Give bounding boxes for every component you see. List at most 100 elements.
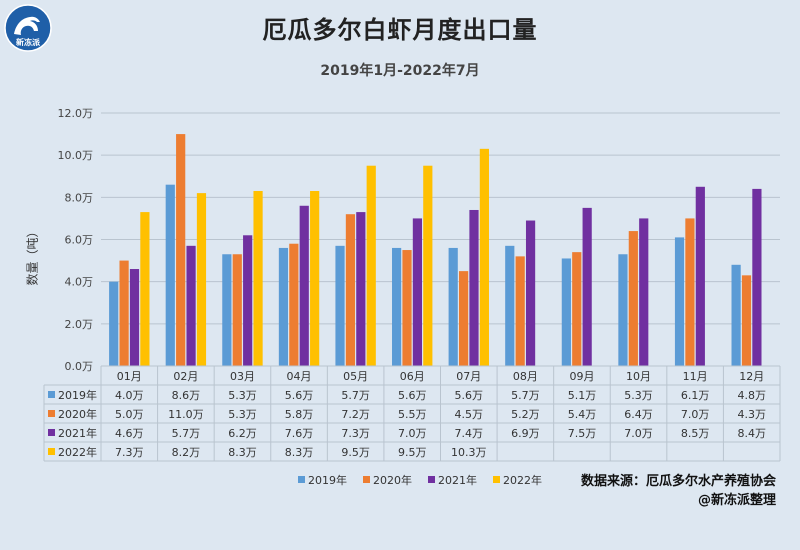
x-tick-label: 01月 — [117, 370, 142, 383]
x-tick-label: 09月 — [569, 370, 594, 383]
data-label: 7.2万 — [341, 408, 370, 421]
legend-key — [428, 476, 435, 483]
data-label: 6.1万 — [681, 389, 710, 402]
bar — [752, 188, 762, 366]
data-label: 8.2万 — [172, 446, 201, 459]
data-label: 5.4万 — [568, 408, 597, 421]
data-label: 5.7万 — [172, 427, 201, 440]
table-series-name: 2021年 — [58, 426, 97, 440]
x-tick-label: 02月 — [173, 370, 198, 383]
bar — [119, 260, 129, 366]
bar — [695, 186, 705, 366]
x-tick-label: 07月 — [456, 370, 481, 383]
data-label: 7.4万 — [455, 427, 484, 440]
y-tick-label: 8.0万 — [65, 191, 94, 204]
bar — [278, 247, 289, 366]
legend-label: 2022年 — [503, 473, 542, 487]
bar — [140, 212, 150, 366]
bar — [335, 245, 345, 366]
y-tick-label: 10.0万 — [58, 149, 94, 162]
x-tick-label: 11月 — [683, 370, 708, 383]
bar — [345, 214, 356, 366]
bar — [628, 231, 638, 366]
data-label: 4.0万 — [115, 389, 144, 402]
bar — [479, 148, 489, 366]
y-tick-label: 4.0万 — [65, 276, 94, 289]
data-label: 9.5万 — [341, 446, 370, 459]
bar — [366, 165, 376, 366]
x-tick-label: 05月 — [343, 370, 368, 383]
bar — [253, 191, 263, 366]
bar — [176, 134, 186, 366]
legend-key — [298, 476, 305, 483]
bar — [412, 218, 423, 366]
x-tick-label: 06月 — [400, 370, 425, 383]
data-label: 5.5万 — [398, 408, 427, 421]
table-legend-key — [48, 429, 55, 436]
legend-key — [493, 476, 500, 483]
table-legend-key — [48, 410, 55, 417]
data-source: 数据来源：厄瓜多尔水产养殖协会 @新冻派整理 — [581, 472, 776, 510]
bar — [165, 184, 175, 366]
data-label: 7.0万 — [398, 427, 427, 440]
bar — [109, 281, 119, 366]
data-label: 7.6万 — [285, 427, 314, 440]
data-label: 4.8万 — [737, 389, 766, 402]
source-credit: @新冻派整理 — [697, 493, 776, 508]
data-label: 7.3万 — [341, 427, 370, 440]
bar — [402, 250, 412, 366]
bar — [423, 165, 433, 366]
x-tick-label: 08月 — [513, 370, 538, 383]
legend-key — [363, 476, 370, 483]
bar — [196, 193, 207, 366]
bar — [561, 258, 571, 366]
data-label: 6.9万 — [511, 427, 540, 440]
table-legend-key — [48, 391, 55, 398]
data-label: 5.3万 — [228, 408, 257, 421]
bar — [741, 275, 752, 366]
legend-label: 2021年 — [438, 473, 477, 487]
data-label: 11.0万 — [168, 408, 204, 421]
data-label: 5.1万 — [568, 389, 597, 402]
data-label: 5.6万 — [285, 389, 314, 402]
data-label: 6.4万 — [624, 408, 653, 421]
source-line: 数据来源：厄瓜多尔水产养殖协会 — [580, 474, 776, 489]
bar — [448, 247, 458, 366]
legend-label: 2020年 — [373, 473, 412, 487]
y-tick-label: 2.0万 — [65, 318, 94, 331]
bar — [299, 205, 309, 366]
data-label: 5.6万 — [455, 389, 484, 402]
bar — [232, 254, 242, 366]
data-label: 5.3万 — [624, 389, 653, 402]
data-label: 9.5万 — [398, 446, 427, 459]
x-tick-label: 10月 — [626, 370, 651, 383]
bar — [289, 243, 299, 366]
data-label: 4.6万 — [115, 427, 144, 440]
data-label: 7.0万 — [681, 408, 710, 421]
data-label: 5.7万 — [511, 389, 540, 402]
x-tick-label: 03月 — [230, 370, 255, 383]
data-label: 4.3万 — [737, 408, 766, 421]
bar — [685, 218, 695, 366]
y-tick-label: 0.0万 — [65, 360, 94, 373]
bar — [525, 220, 536, 366]
bar — [515, 256, 525, 366]
bar — [392, 247, 402, 366]
data-label: 6.2万 — [228, 427, 257, 440]
bar — [186, 245, 196, 366]
data-label: 5.7万 — [341, 389, 370, 402]
bar — [505, 245, 515, 366]
bar — [731, 264, 741, 366]
data-label: 8.5万 — [681, 427, 710, 440]
bar — [572, 252, 582, 366]
logo: 新冻派 — [4, 4, 52, 52]
data-label: 8.6万 — [172, 389, 201, 402]
data-label: 4.5万 — [455, 408, 484, 421]
bar — [458, 271, 469, 366]
bar — [222, 254, 232, 366]
data-label: 7.3万 — [115, 446, 144, 459]
bar — [310, 191, 320, 366]
data-label: 5.3万 — [228, 389, 257, 402]
table-series-name: 2020年 — [58, 407, 97, 421]
x-tick-label: 04月 — [287, 370, 312, 383]
